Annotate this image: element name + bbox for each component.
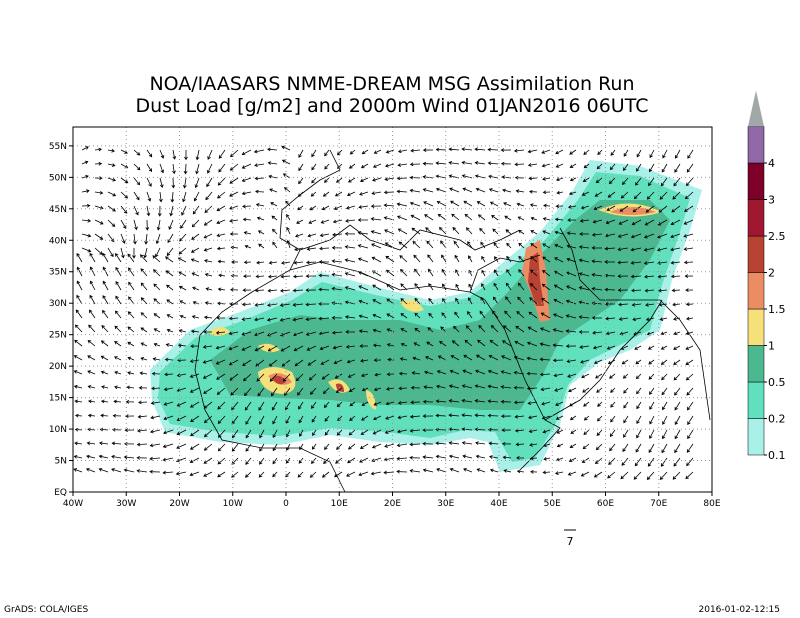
y-tick-label: 15N — [49, 394, 67, 404]
x-tick-label: 30E — [437, 499, 454, 509]
colorbar-label: 2 — [768, 267, 775, 280]
wind-reference-label: 7 — [567, 535, 574, 548]
colorbar-segment — [747, 235, 765, 273]
colorbar-segment — [747, 272, 765, 310]
x-tick-label: 80E — [703, 499, 720, 509]
title-line: Dust Load [g/m2] and 2000m Wind 01JAN201… — [136, 95, 649, 117]
x-tick-label: 70E — [650, 499, 667, 509]
y-tick-label: 30N — [49, 299, 67, 309]
colorbar-label: 1.5 — [768, 303, 786, 316]
x-tick-label: 50E — [544, 499, 561, 509]
y-tick-label: 55N — [49, 142, 67, 152]
colorbar-segment — [747, 345, 765, 383]
colorbar-segment — [747, 381, 765, 419]
footer-left: GrADS: COLA/IGES — [4, 605, 88, 615]
colorbar-segment — [747, 162, 765, 200]
y-tick-label: 5N — [55, 457, 67, 467]
colorbar-segment — [747, 418, 765, 456]
x-tick-label: 40W — [63, 499, 83, 509]
colorbar-arrow — [748, 90, 764, 127]
colorbar-label: 1 — [768, 340, 775, 353]
x-tick-label: 10W — [223, 499, 243, 509]
y-tick-label: 45N — [49, 205, 67, 215]
colorbar-label: 0.2 — [768, 413, 786, 426]
y-tick-label: 50N — [49, 173, 67, 183]
axes: 40W 30W 20W 10W 0 10E 20E 30E 40E 50E 60E 70E 80E EQ 5… — [49, 126, 721, 509]
x-tick-label: 0 — [283, 499, 289, 509]
y-tick-label: 40N — [49, 236, 67, 246]
colorbar: 0.1 0.2 0.5 1 1.5 2 2.5 3 4 — [747, 90, 786, 462]
x-tick-label: 60E — [597, 499, 614, 509]
wind-vectors — [73, 145, 694, 481]
colorbar-segment — [747, 308, 765, 346]
y-tick-label: 10N — [49, 425, 67, 435]
footer-right: 2016-01-02-12:15 — [699, 605, 781, 615]
map-frame — [72, 126, 713, 493]
colorbar-label: 4 — [768, 157, 775, 170]
x-tick-label: 20W — [169, 499, 189, 509]
colorbar-label: 0.1 — [768, 449, 786, 462]
title-line: NOA/IAASARS NMME-DREAM MSG Assimilation … — [149, 73, 634, 95]
x-tick-label: 40E — [490, 499, 507, 509]
y-tick-label: 25N — [49, 331, 67, 341]
y-tick-label: EQ — [54, 488, 67, 498]
y-tick-label: 20N — [49, 362, 67, 372]
colorbar-segment — [747, 126, 765, 164]
x-tick-label: 20E — [384, 499, 401, 509]
x-tick-label: 10E — [331, 499, 348, 509]
colorbar-label: 2.5 — [768, 230, 786, 243]
colorbar-segment — [747, 199, 765, 237]
x-tick-label: 30W — [116, 499, 136, 509]
colorbar-label: 0.5 — [768, 376, 786, 389]
colorbar-label: 3 — [768, 194, 775, 207]
y-tick-label: 35N — [49, 268, 67, 278]
